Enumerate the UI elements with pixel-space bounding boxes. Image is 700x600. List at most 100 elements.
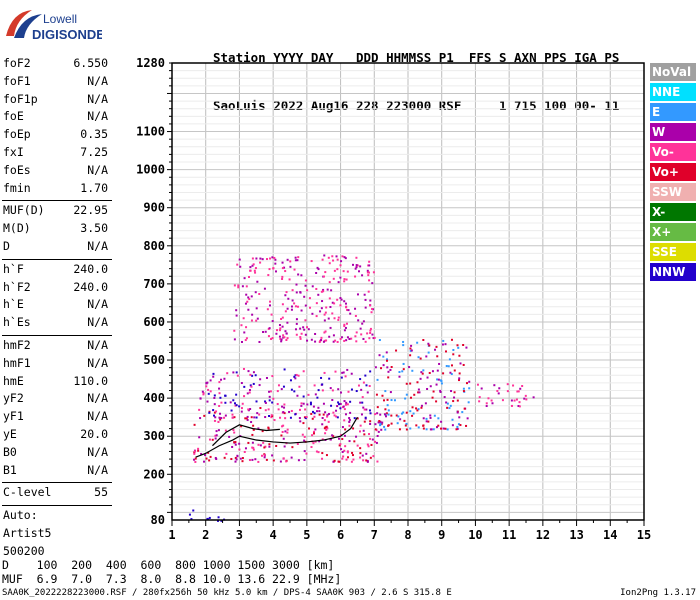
- echo-point: [343, 325, 346, 328]
- echo-point: [217, 516, 220, 519]
- echo-point: [242, 317, 245, 320]
- echo-point: [337, 388, 340, 391]
- echo-point: [326, 415, 329, 418]
- echo-point: [381, 421, 384, 424]
- echo-point: [416, 341, 419, 344]
- echo-point: [366, 443, 369, 446]
- echo-point: [341, 438, 344, 441]
- echo-point: [390, 414, 393, 417]
- param-value: 240.0: [73, 261, 108, 276]
- echo-point: [282, 385, 285, 388]
- echo-point: [300, 402, 303, 405]
- echo-point: [451, 418, 454, 421]
- echo-point: [365, 459, 368, 462]
- echo-point: [314, 340, 317, 343]
- y-tick-label: 1000: [136, 163, 165, 177]
- echo-point: [333, 459, 336, 462]
- echo-point: [427, 351, 430, 354]
- echo-point: [344, 326, 347, 329]
- echo-point: [365, 408, 368, 411]
- echo-point: [377, 430, 380, 433]
- echo-point: [229, 401, 232, 404]
- echo-point: [389, 368, 392, 371]
- echo-point: [345, 278, 348, 281]
- echo-point: [437, 417, 440, 420]
- echo-point: [219, 412, 222, 415]
- echo-point: [254, 458, 257, 461]
- echo-point: [363, 433, 366, 436]
- echo-point: [252, 424, 255, 427]
- echo-point: [220, 519, 223, 522]
- param-name: foF1p: [3, 91, 38, 106]
- echo-point: [369, 329, 372, 332]
- param-name: foEs: [3, 162, 31, 177]
- echo-point: [271, 256, 274, 259]
- echo-point: [279, 327, 282, 330]
- echo-point: [337, 318, 340, 321]
- echo-point: [286, 428, 289, 431]
- param-value: 6.550: [73, 56, 108, 70]
- x-tick-label: 6: [337, 528, 344, 542]
- echo-point: [283, 368, 286, 371]
- echo-point: [248, 298, 251, 301]
- param-name: yE: [3, 426, 17, 441]
- echo-point: [266, 308, 269, 311]
- echo-point: [342, 455, 345, 458]
- echo-point: [315, 315, 318, 318]
- y-tick-label: 200: [143, 467, 165, 481]
- echo-point: [387, 413, 390, 416]
- echo-point: [206, 517, 209, 520]
- echo-point: [293, 268, 296, 271]
- echo-point: [371, 333, 374, 336]
- echo-point: [211, 438, 214, 441]
- echo-point: [323, 371, 326, 374]
- echo-point: [480, 387, 483, 390]
- echo-point: [279, 460, 282, 463]
- echo-point: [309, 401, 312, 404]
- echo-point: [432, 428, 435, 431]
- echo-point: [323, 313, 326, 316]
- echo-point: [251, 264, 254, 267]
- echo-point: [378, 420, 381, 423]
- param-row: hmF1 N/A: [0, 356, 112, 374]
- echo-point: [438, 362, 441, 365]
- echo-point: [346, 368, 349, 371]
- echo-point: [282, 411, 285, 414]
- echo-point: [458, 354, 461, 357]
- echo-point: [220, 401, 223, 404]
- echo-point: [383, 413, 386, 416]
- echo-point: [313, 415, 316, 418]
- echo-point: [284, 330, 287, 333]
- echo-point: [254, 291, 257, 294]
- echo-point: [341, 457, 344, 460]
- echo-point: [453, 391, 456, 394]
- echo-point: [331, 434, 334, 437]
- echo-point: [444, 427, 447, 430]
- echo-point: [409, 354, 412, 357]
- echo-point: [302, 326, 305, 329]
- echo-point: [236, 374, 239, 377]
- echo-point: [303, 459, 306, 462]
- echo-point: [297, 256, 300, 259]
- echo-point: [395, 349, 398, 352]
- echo-point: [339, 443, 342, 446]
- echo-point: [422, 427, 425, 430]
- echo-point: [215, 410, 218, 413]
- echo-point: [253, 416, 256, 419]
- echo-point: [245, 285, 248, 288]
- echo-point: [337, 401, 340, 404]
- echo-point: [336, 340, 339, 343]
- y-tick-label: 1100: [136, 125, 165, 139]
- echo-point: [300, 309, 303, 312]
- echo-point: [376, 406, 379, 409]
- param-name: Auto:: [3, 508, 38, 523]
- echo-point: [281, 261, 284, 264]
- echo-point: [341, 255, 344, 258]
- echo-point: [314, 332, 317, 335]
- echo-point: [254, 267, 257, 270]
- echo-point: [290, 388, 293, 391]
- echo-point: [478, 400, 481, 403]
- param-name: h`Es: [3, 315, 31, 330]
- echo-point: [268, 445, 271, 448]
- echo-point: [295, 333, 298, 336]
